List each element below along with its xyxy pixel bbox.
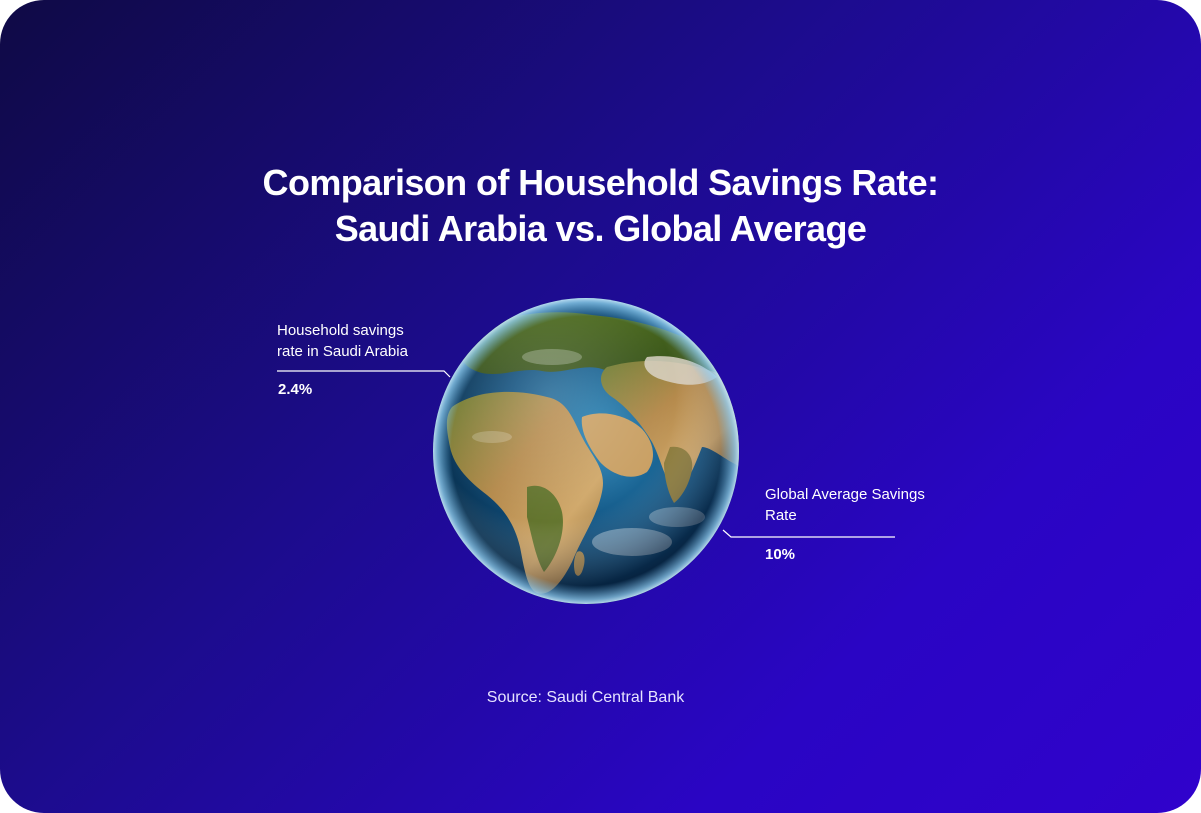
leader-line-saudi (277, 370, 451, 378)
earth-globe-icon (432, 297, 740, 605)
global-savings-label: Global Average Savings Rate (765, 484, 925, 526)
title-line-2: Saudi Arabia vs. Global Average (334, 208, 867, 249)
saudi-label-line-2: rate in Saudi Arabia (277, 343, 408, 360)
saudi-savings-label: Household savings rate in Saudi Arabia (277, 320, 408, 362)
chart-title: Comparison of Household Savings Rate: Sa… (0, 160, 1201, 252)
global-label-line-2: Rate (765, 507, 797, 524)
global-label-line-1: Global Average Savings (765, 486, 925, 503)
title-line-1: Comparison of Household Savings Rate: (262, 162, 939, 203)
saudi-label-line-1: Household savings (277, 322, 404, 339)
global-savings-value: 10% (765, 546, 796, 563)
saudi-savings-value: 2.4% (278, 381, 313, 398)
leader-line-global (722, 529, 895, 538)
source-note: Source: Saudi Central Bank (486, 689, 685, 706)
